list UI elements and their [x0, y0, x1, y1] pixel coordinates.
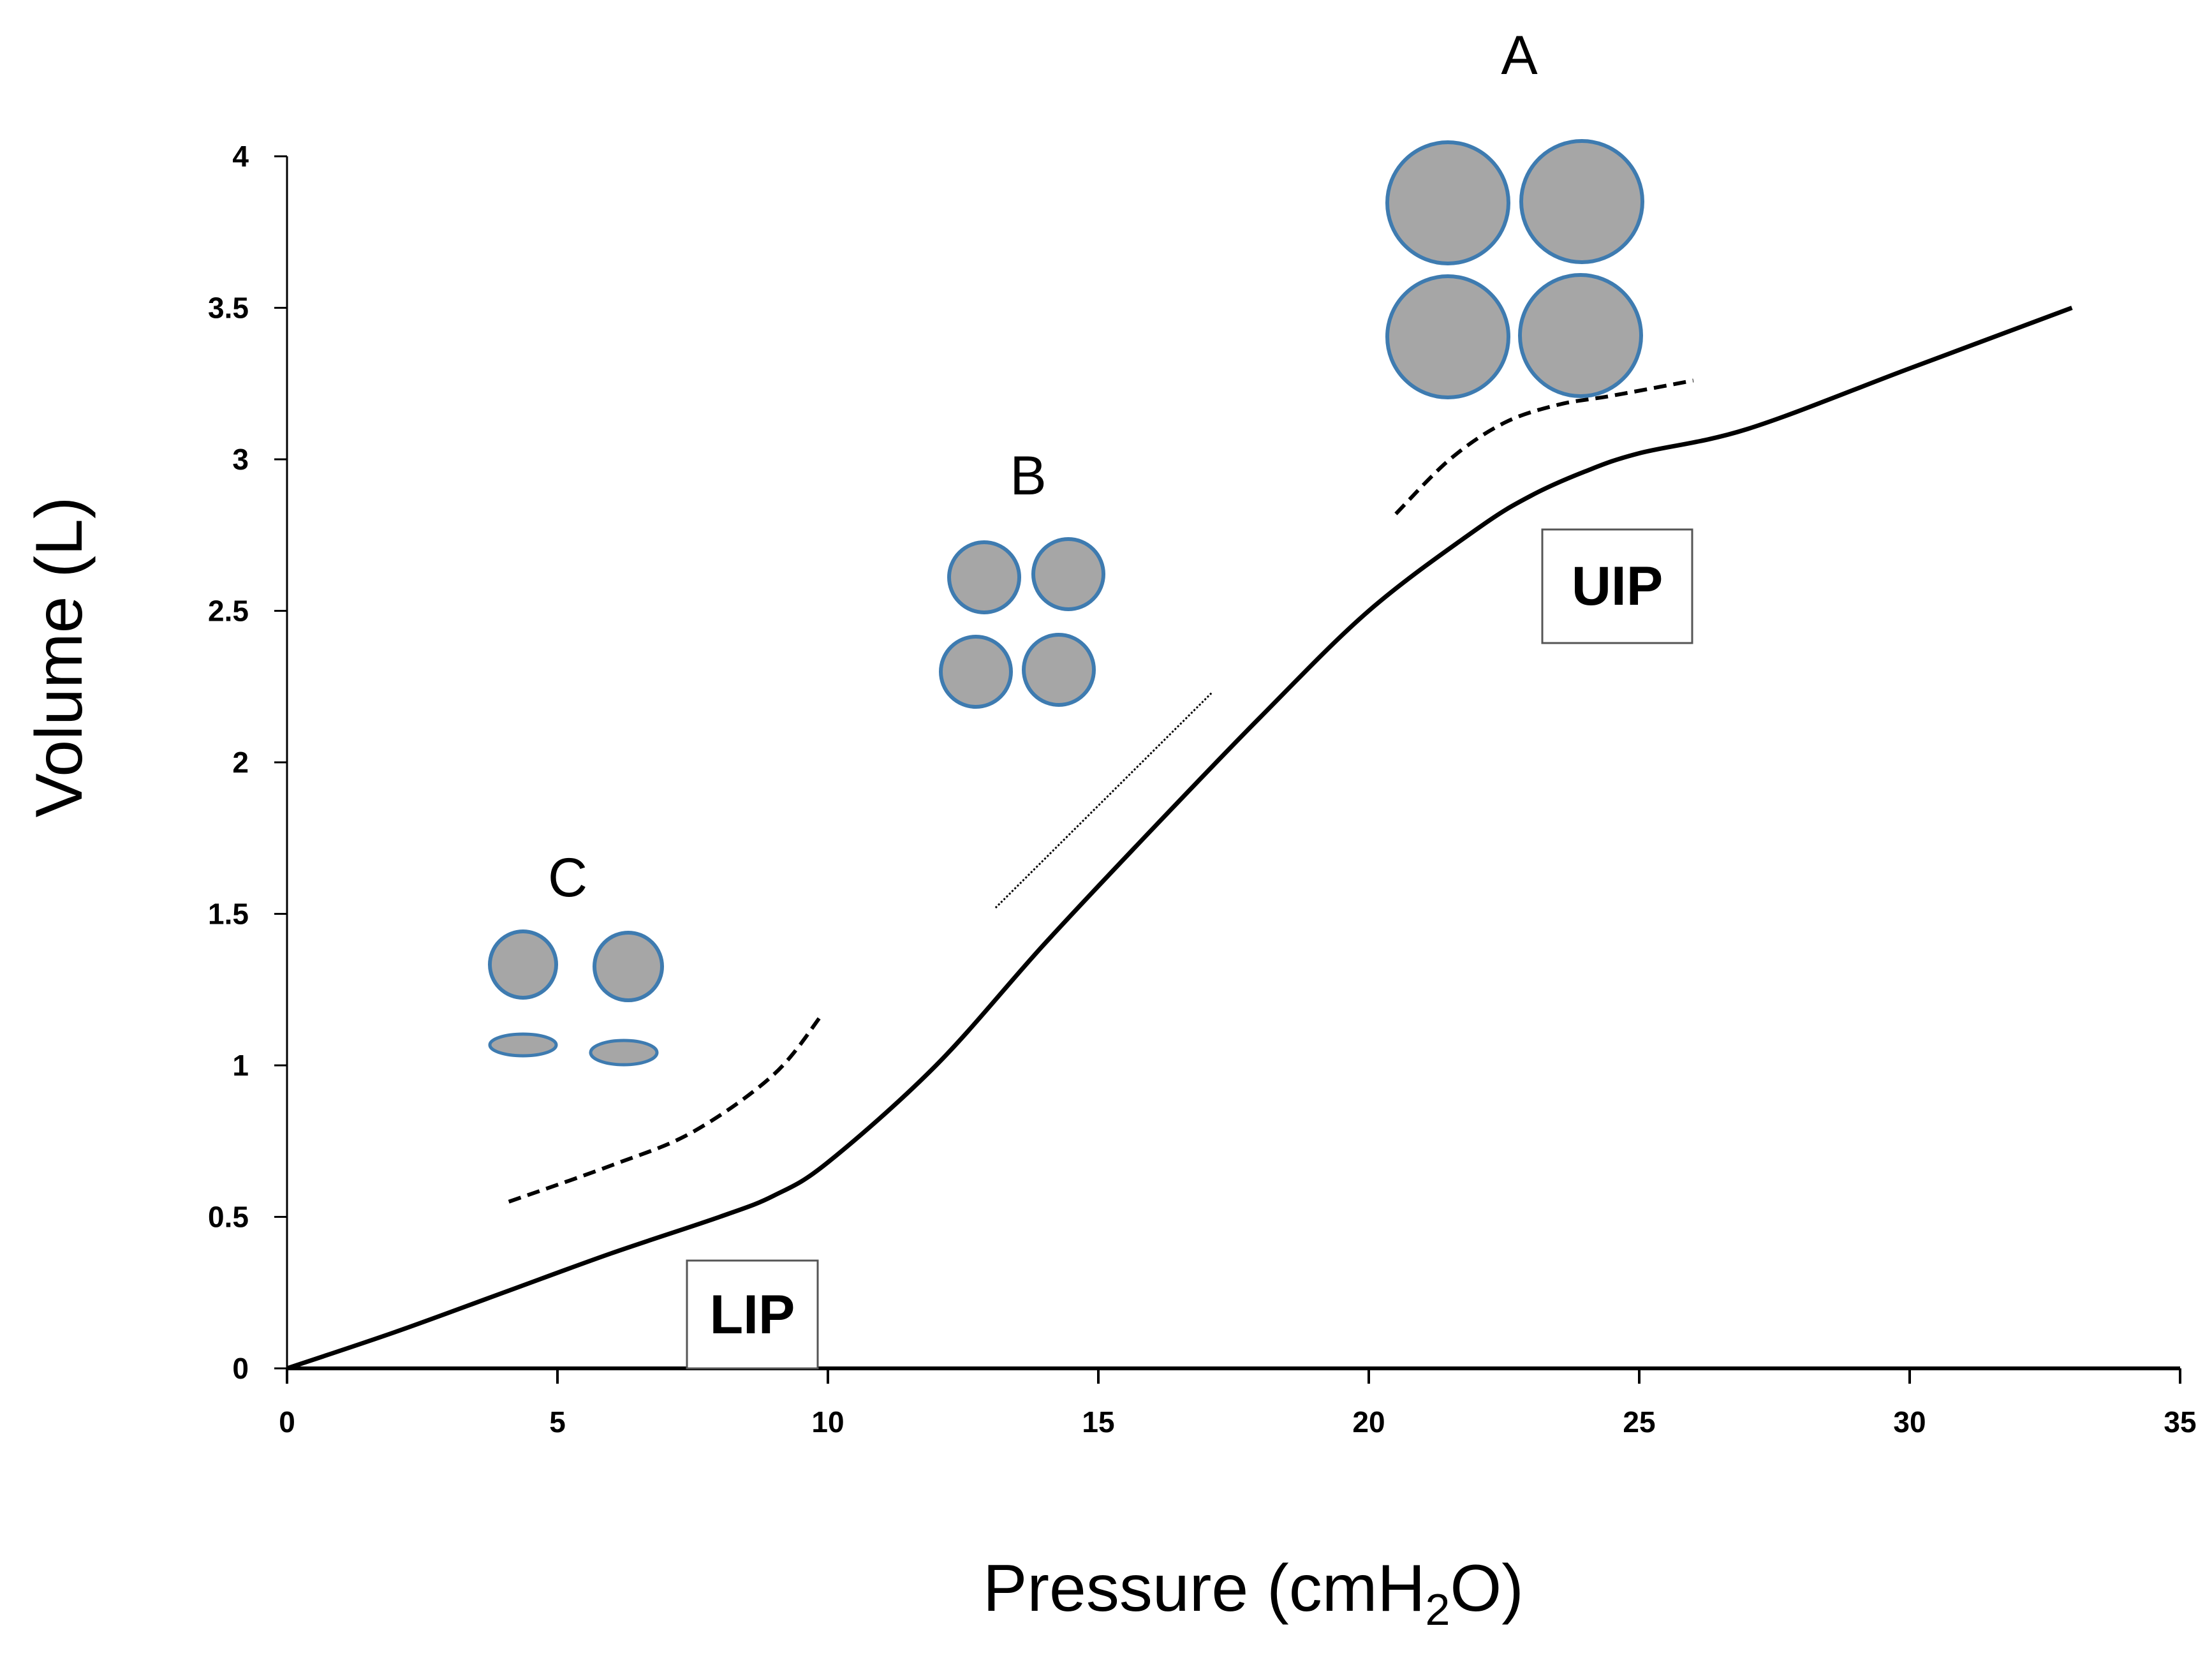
x-tick-label: 10: [811, 1405, 844, 1439]
alveolus-c4-collapsed: [589, 1039, 659, 1067]
tangent-c: [508, 1012, 824, 1204]
tangent-lines: [508, 378, 1694, 1204]
alveolus-c1: [488, 929, 558, 1000]
lip-box: [686, 1259, 819, 1370]
alveolus-b3: [939, 635, 1013, 709]
uip-box-label: UIP: [1572, 556, 1663, 617]
tangent-b: [994, 692, 1213, 909]
y-tick-label: 4: [232, 140, 249, 173]
alveolus-c2: [593, 931, 664, 1002]
panel-c-label: C: [548, 847, 587, 908]
alveolus-a2: [1519, 139, 1644, 264]
x-tick-label: 0: [279, 1405, 295, 1439]
alveolus-a4: [1518, 273, 1643, 398]
alveolus-c3-collapsed: [488, 1032, 558, 1058]
y-axis-title: Volume (L): [22, 497, 96, 818]
y-tick-label: 1.5: [208, 898, 249, 931]
axes: [286, 156, 2180, 1370]
lip-box-label: LIP: [710, 1284, 795, 1345]
y-ticks: 0 0.5 1 1.5 2 2.5 3 3.5 4: [208, 140, 287, 1385]
y-tick-label: 0.5: [208, 1201, 249, 1234]
panel-a-label: A: [1501, 25, 1538, 86]
x-axis-title-subscript: 2: [1425, 1585, 1450, 1634]
y-tick-label: 0: [232, 1352, 249, 1385]
pv-curve-line: [286, 306, 2073, 1371]
y-tick-label: 3: [232, 443, 249, 476]
y-tick-label: 3.5: [208, 292, 249, 325]
x-tick-label: 25: [1623, 1405, 1655, 1439]
x-axis-title-main: Pressure (cmH: [983, 1551, 1425, 1625]
alveolus-b2: [1031, 537, 1105, 611]
x-tick-label: 5: [549, 1405, 566, 1439]
y-tick-label: 2.5: [208, 595, 249, 628]
x-tick-label: 20: [1352, 1405, 1385, 1439]
x-axis-title: Pressure (cmH2O): [983, 1551, 1524, 1634]
inflection-point-boxes: LIP UIP: [686, 528, 1693, 1370]
x-tick-label: 15: [1082, 1405, 1114, 1439]
x-tick-label: 35: [2164, 1405, 2196, 1439]
alveolus-b1: [947, 540, 1021, 614]
panel-b-label: B: [1010, 445, 1046, 507]
alveoli-illustrations: [488, 139, 1644, 1067]
pv-curve: [286, 306, 2073, 1371]
x-ticks: 0 5 10 15 20 25 30 35: [279, 1368, 2197, 1439]
y-tick-label: 2: [232, 746, 249, 779]
y-tick-label: 1: [232, 1049, 249, 1082]
alveolus-a3: [1385, 274, 1510, 399]
x-axis-title-end: O): [1450, 1551, 1524, 1625]
tangent-a: [1394, 378, 1694, 515]
x-tick-label: 30: [1893, 1405, 1926, 1439]
uip-box: [1541, 528, 1693, 644]
alveolus-b4: [1022, 633, 1096, 707]
alveolus-a1: [1385, 140, 1510, 265]
